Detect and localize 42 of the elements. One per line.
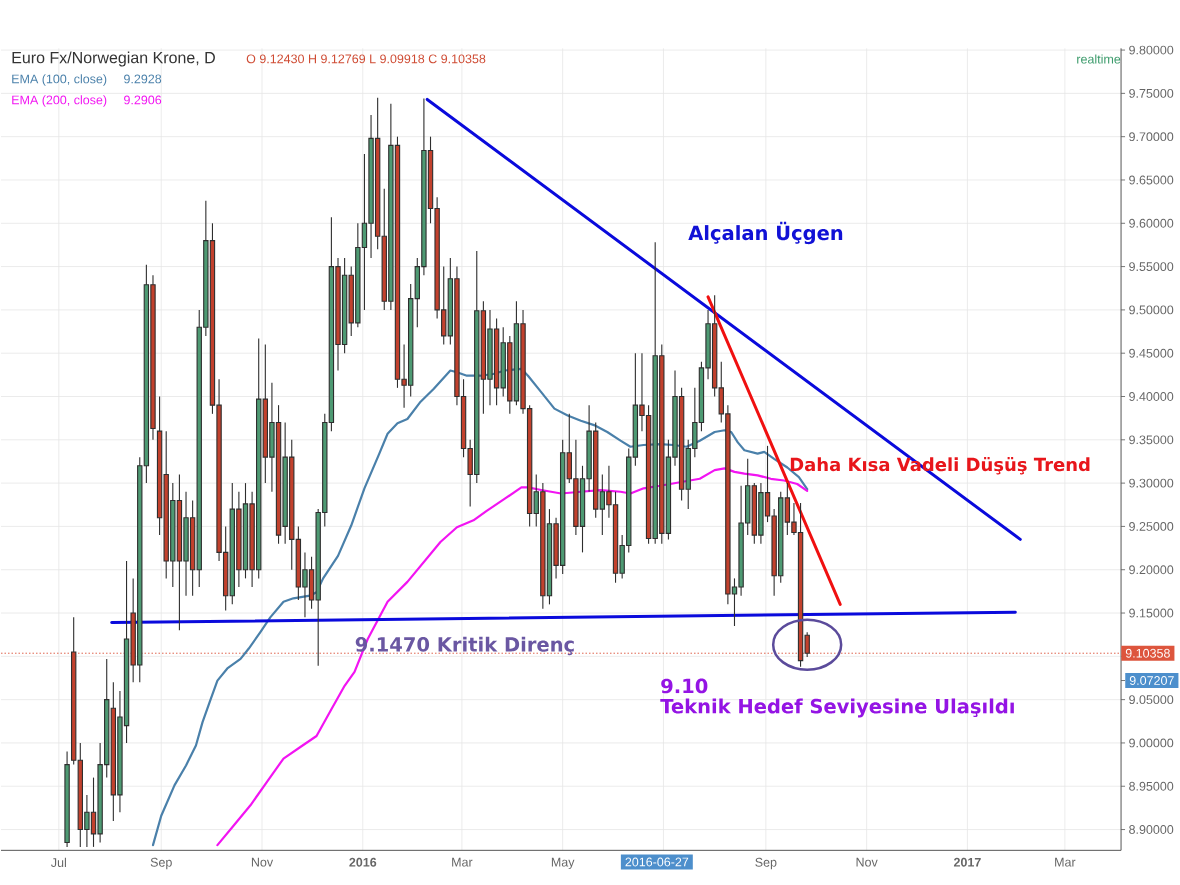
y-tick-label: 9.65000 (1129, 175, 1174, 185)
y-tick-label: 9.30000 (1129, 478, 1174, 488)
x-tick-label: Nov (856, 857, 878, 867)
chart-subtitle: O 9.12430 H 9.12769 L 9.09918 C 9.10358 (246, 54, 486, 64)
x-tick-label: 2017 (953, 857, 981, 867)
y-tick-label: 9.80000 (1129, 45, 1174, 55)
y-tick-label: 9.55000 (1129, 262, 1174, 272)
text: EMA (100, close) (12, 74, 107, 86)
y-tick-label: 9.20000 (1129, 565, 1174, 575)
y-tick-label: 9.05000 (1129, 695, 1174, 705)
x-tick-label: Nov (251, 857, 274, 867)
x-tick-label: Jul (51, 857, 66, 868)
chart-title: Euro Fx/Norwegian Krone, D (12, 51, 215, 67)
ref-line-label: 9.10358 (1125, 648, 1170, 658)
annotation: Teknik Hedef Seviyesine Ulaşıldı (660, 698, 1014, 718)
y-tick-label: 9.60000 (1129, 218, 1174, 228)
y-tick-label: 9.15000 (1129, 608, 1174, 618)
candlestick (64, 751, 70, 848)
x-tick-label: 2016 (349, 857, 377, 867)
y-tick-label: 9.50000 (1129, 305, 1174, 315)
x-tick-label: Sep (755, 857, 777, 870)
y-tick-label: 9.70000 (1129, 132, 1174, 142)
text: EMA (200, close) (12, 95, 107, 107)
y-tick-label: 9.45000 (1129, 348, 1174, 358)
y-tick-label: 9.35000 (1129, 435, 1174, 445)
x-tick-label: 2016-06-27 (625, 857, 689, 867)
y-tick-label: 8.95000 (1129, 781, 1174, 791)
annotation: Alçalan Üçgen (688, 221, 843, 245)
annotation: realtime (1077, 54, 1121, 64)
y-tick-label: 9.00000 (1129, 738, 1174, 748)
y-tick-label: 9.07207 (1129, 676, 1174, 685)
y-tick-label: 9.25000 (1129, 521, 1174, 531)
annotation: 9.10 (661, 678, 708, 694)
y-tick-label: 8.90000 (1129, 825, 1174, 834)
x-tick-label: Mar (1055, 857, 1076, 867)
x-tick-label: Sep (150, 857, 172, 870)
x-tick-label: Mar (452, 857, 473, 867)
annotation: 9.2906 (124, 95, 162, 105)
y-tick-label: 9.40000 (1129, 392, 1174, 401)
annotation: 9.2928 (124, 74, 162, 84)
y-tick-label: 9.75000 (1129, 88, 1174, 98)
x-tick-label: May (551, 857, 575, 870)
